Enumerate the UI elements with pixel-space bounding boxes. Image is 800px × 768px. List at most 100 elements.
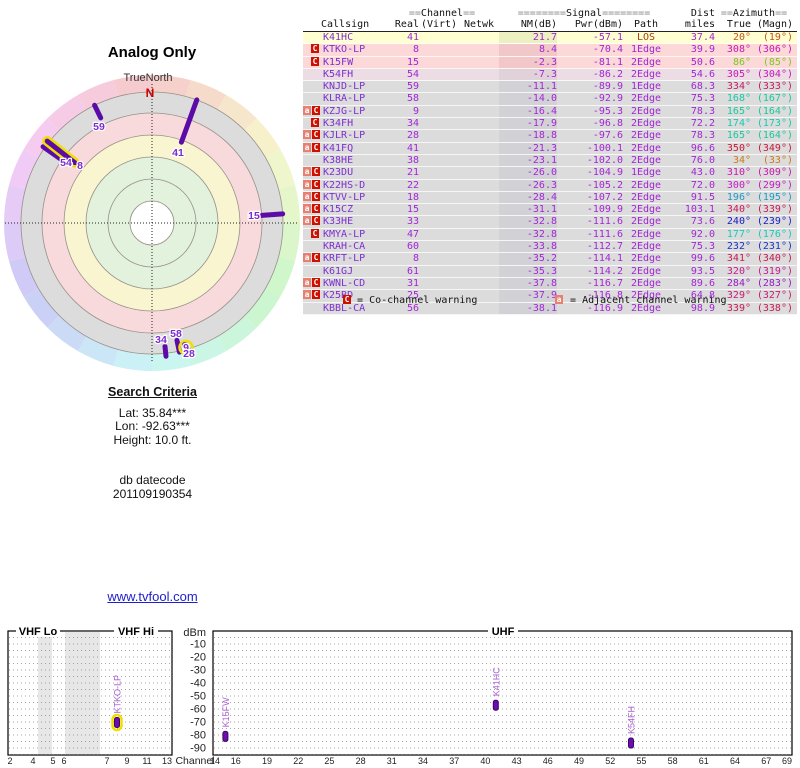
svg-text:64: 64 [730,756,740,766]
svg-text:5: 5 [50,756,55,766]
svg-text:4: 4 [30,756,35,766]
table-row: a C K23DU 21 -26.0 -104.9 1Edge 43.0 310° (309°) [303,167,797,180]
svg-text:28: 28 [356,756,366,766]
adjacent-channel-flag-icon: a [303,179,311,189]
table-row: a C K15CZ 15 -31.1 -109.9 2Edge 103.1 340° (339°) [303,204,797,217]
svg-text:-80: -80 [190,730,206,742]
col-path: Path [633,19,659,30]
co-channel-flag-icon: C [312,290,320,300]
table-row: a C KZJG-LP 9 -16.4 -95.3 2Edge 78.3 165° (164°) [303,105,797,119]
co-channel-flag-icon: C [312,179,320,189]
db-datecode: db datecode 201109190354 [0,473,305,501]
channel-group-header: ==Channel== [408,8,476,19]
signal-table: ==Channel== ========Signal======== Dist … [303,8,797,315]
search-criteria: Search Criteria Lat: 35.84*** Lon: -92.6… [0,385,305,447]
co-channel-flag-icon: C [312,277,320,287]
db-datecode-value: 201109190354 [112,486,193,501]
table-row: K61GJ 61 -35.3 -114.2 2Edge 93.5 320° (319°) [303,265,797,278]
svg-text:43: 43 [512,756,522,766]
table-rows: K41HC 41 21.7 -57.1 LOS 37.4 20° (19°) C KTKO-LP 8… [303,32,797,315]
tvfool-link[interactable]: www.tvfool.com [107,589,198,604]
table-row: C KMYA-LP 47 -32.8 -111.6 2Edge 92.0 177° (176°) [303,228,797,242]
table-legend: C = Co-channel warning a = Adjacent chan… [303,295,797,309]
channel-axis-label: Channel [175,755,214,767]
svg-text:34: 34 [418,756,428,766]
table-group-header: ==Channel== ========Signal======== Dist … [303,8,797,19]
polar-channel-label: 8 [77,160,83,172]
azimuth-group-header: ==Azimuth== [720,8,788,19]
svg-text:46: 46 [543,756,553,766]
svg-text:55: 55 [636,756,646,766]
table-row: a C K25BD 25 -37.9 -116.8 2Edge 64.8 329° (327°) [303,290,797,303]
north-letter: N [146,86,155,100]
table-row: KBBL-CA 56 -38.1 -116.9 2Edge 98.9 339° (338°) [303,302,797,315]
svg-text:9: 9 [124,756,129,766]
spectrum-callsign-label: K54FH [627,706,637,734]
svg-text:40: 40 [480,756,490,766]
adjacent-channel-flag-icon: a [303,253,311,263]
svg-text:-10: -10 [190,639,206,651]
svg-text:-60: -60 [190,704,206,716]
svg-text:11: 11 [142,756,151,766]
col-real: Real [394,19,419,30]
signal-group-header: ========Signal======== [517,8,651,19]
svg-text:49: 49 [574,756,584,766]
co-channel-flag-icon: C [312,130,320,140]
band-label: UHF [492,626,515,638]
table-row: KRAH-CA 60 -33.8 -112.7 2Edge 75.3 232° (231°) [303,241,797,254]
table-row: C K15FW 15 -2.3 -81.1 2Edge 50.6 86° (85°) [303,56,797,69]
co-channel-legend: C = Co-channel warning [343,295,478,306]
table-row: K54FH 54 -7.3 -86.2 2Edge 54.6 305° (304°) [303,68,797,82]
col-miles: miles [684,19,715,30]
adjacent-channel-flag-icon: a [303,277,311,287]
svg-text:-40: -40 [190,678,206,690]
svg-text:2: 2 [7,756,12,766]
col-true: True [726,19,751,30]
svg-text:-90: -90 [190,743,206,755]
polar-channel-label: 34 [155,334,167,346]
svg-text:61: 61 [699,756,709,766]
table-row: C K34FH 34 -17.9 -96.8 2Edge 72.2 174° (173°) [303,118,797,131]
search-criteria-title: Search Criteria [108,385,197,399]
svg-text:69: 69 [782,756,792,766]
table-row: a C KJLR-LP 28 -18.8 -97.6 2Edge 78.3 165° (164°) [303,130,797,143]
band-label: VHF Lo [19,626,58,638]
col-nm: NM(dB) [520,19,557,30]
table-row: a C K33HE 33 -32.8 -111.6 2Edge 73.6 240° (239°) [303,216,797,229]
adjacent-channel-flag-icon: a [303,167,311,177]
svg-text:-20: -20 [190,652,206,664]
svg-text:-70: -70 [190,717,206,729]
col-magn: (Magn) [756,19,793,30]
latitude-value: Lat: 35.84*** [118,405,187,420]
co-channel-flag-icon: C [312,142,320,152]
col-pwr: Pwr(dBm) [574,19,623,30]
table-row: a C KRFT-LP 8 -35.2 -114.1 2Edge 99.6 341° (340°) [303,253,797,266]
svg-text:-50: -50 [190,691,206,703]
adjacent-channel-flag-icon: a [303,216,311,226]
adjacent-channel-flag-icon: a [303,191,311,201]
co-channel-flag-icon: C [311,44,319,54]
polar-channel-label: 59 [93,121,105,133]
svg-text:58: 58 [668,756,678,766]
dbm-axis-label: dBm [183,627,206,639]
table-row: a C KWNL-CD 31 -37.8 -116.7 2Edge 89.6 284° (283°… [303,277,797,291]
co-channel-flag-icon: C [311,118,319,128]
svg-text:13: 13 [162,756,172,766]
table-row: K38HE 38 -23.1 -102.0 2Edge 76.0 34° (33°) [303,154,797,168]
height-value: Height: 10.0 ft. [113,432,192,447]
longitude-value: Lon: -92.63*** [115,419,190,433]
spectrum-chart: -10-20-30-40-50-60-70-80-90 VHF Lo VHF Hi U… [7,624,793,767]
site-link-wrap: www.tvfool.com [0,589,305,604]
spectrum-callsign-label: K15FW [221,697,231,728]
co-channel-flag-icon: C [312,253,320,263]
table-row: a C K22HS-D 22 -26.3 -105.2 2Edge 72.0 300° (299°… [303,179,797,192]
svg-text:-30: -30 [190,665,206,677]
svg-text:25: 25 [324,756,334,766]
svg-text:6: 6 [61,756,66,766]
adjacent-channel-flag-icon: a [303,130,311,140]
svg-text:37: 37 [449,756,459,766]
spectrum-callsign-label: KTKO-LP [113,675,123,714]
co-channel-flag-icon: C [312,191,320,201]
adjacent-channel-legend: a = Adjacent channel warning [555,295,727,306]
